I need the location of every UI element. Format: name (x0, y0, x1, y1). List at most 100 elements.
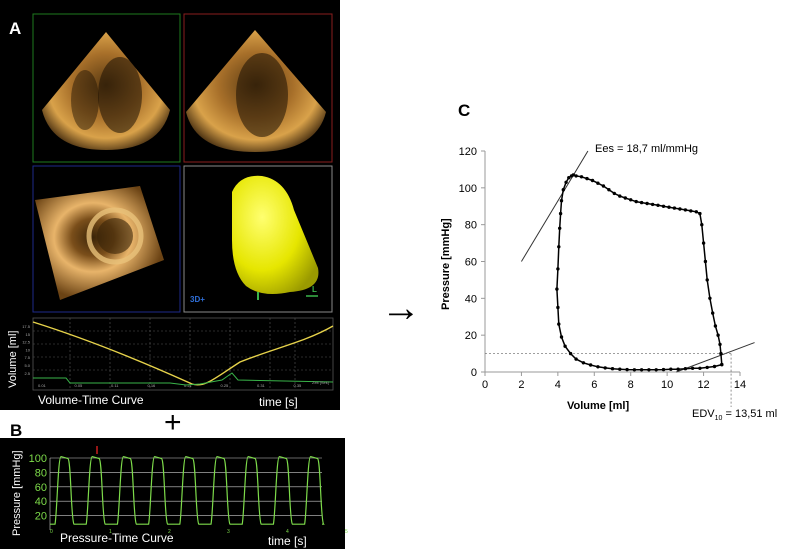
edv-annotation: EDV10 = 13,51 ml (692, 408, 777, 422)
pv-point (590, 178, 595, 183)
pv-point (574, 357, 578, 361)
pv-point (711, 311, 715, 315)
pressure-chart-x-ticks: 0 1 2 3 4 5 (50, 529, 348, 535)
pressure-x-tick: 4 (286, 529, 289, 535)
volume-y-tick: 10 (26, 347, 31, 352)
pv-point (567, 176, 571, 180)
pv-point (700, 223, 704, 227)
pv-point (618, 367, 622, 371)
pressure-caption: Pressure-Time Curve (60, 531, 174, 545)
pv-point (596, 181, 600, 185)
pv-point (564, 180, 568, 184)
pv-x-tick-label: 4 (555, 379, 561, 391)
echo-short-axis-cavity (97, 218, 133, 254)
pv-point (556, 267, 560, 271)
pv-point (678, 207, 682, 211)
pv-point (672, 206, 677, 210)
pv-point (694, 210, 698, 214)
pv-point (558, 211, 563, 216)
quad-bottom-right-frame (183, 165, 333, 313)
pv-y-tick-label: 40 (465, 293, 477, 305)
pv-point (610, 367, 615, 371)
echo-short-axis-ring (86, 207, 144, 265)
pv-point (557, 245, 561, 249)
pv-point (568, 351, 573, 356)
volume-x-tick: 0.21 (184, 383, 193, 388)
ees-annotation: Ees = 18,7 ml/mmHg (595, 143, 698, 155)
plus-sign: + (164, 406, 182, 439)
pv-loop-points (555, 173, 724, 372)
pv-point (690, 366, 695, 370)
echo-cavity-3 (236, 53, 288, 137)
pv-point (596, 365, 600, 369)
pv-point (713, 324, 718, 328)
volume-y-label: Volume [ml] (7, 331, 19, 388)
pv-point (556, 305, 560, 310)
pv-point (559, 199, 564, 203)
pv-point (645, 201, 649, 206)
quad-top-left-frame (32, 13, 181, 163)
pressure-y-tick: 100 (29, 453, 47, 465)
pv-point (601, 184, 606, 188)
pv-x-axis-label: Volume [ml] (567, 400, 629, 412)
pv-point (718, 342, 722, 347)
volume-chart-grid (33, 318, 333, 390)
pv-point (612, 191, 616, 196)
pv-y-tick-label: 0 (471, 367, 477, 379)
pv-point (669, 367, 673, 371)
ees-line (521, 150, 589, 262)
echo-cavity-2 (71, 70, 99, 130)
pv-y-ticks: 0 20 40 60 80 100 120 (459, 146, 485, 379)
arrow-right: → (381, 286, 421, 330)
echo-cavity-1 (98, 57, 142, 133)
pv-point (571, 173, 575, 177)
pv-point (559, 335, 564, 339)
pv-point (623, 196, 627, 200)
pv-point (661, 367, 666, 372)
ecg-curve (33, 372, 334, 386)
pv-point (719, 351, 723, 356)
pv-point (698, 366, 702, 370)
pv-point (607, 188, 611, 192)
pv-point (701, 241, 706, 245)
pv-point (689, 209, 693, 213)
pressure-chart-y-ticks: 100 80 60 40 20 (29, 453, 47, 523)
pv-point (632, 368, 637, 372)
panel-a-graphics: 3D+ L 17.5 15 12.5 10 7.5 5.0 2.5 0.01 0.05 0.11… (7, 13, 334, 409)
pv-point (705, 365, 709, 370)
pv-y-tick-label: 120 (459, 146, 477, 158)
pv-point (585, 176, 589, 181)
pressure-x-tick: 0 (50, 529, 53, 535)
volume-y-tick: 12.5 (22, 340, 31, 345)
pv-point (720, 362, 724, 367)
volume-y-tick: 2.5 (24, 371, 30, 376)
pv-point (618, 194, 622, 198)
edv-subscript: 10 (715, 415, 723, 422)
panel-a-echo: 3D+ L 17.5 15 12.5 10 7.5 5.0 2.5 0.01 0.05 0.11… (0, 0, 340, 410)
pv-point (705, 278, 709, 282)
pressure-y-tick: 40 (35, 496, 47, 508)
quad-top-right-frame (183, 13, 333, 163)
pressure-curve (50, 455, 325, 525)
badge-3d: 3D+ (190, 295, 205, 304)
volume-caption: Volume-Time Curve (38, 393, 144, 407)
pv-point (557, 322, 561, 326)
label-a: A (9, 19, 22, 38)
volume-chart-x-ticks: 0.01 0.05 0.11 0.16 0.21 0.25 0.31 0.35 (38, 383, 302, 388)
volume-y-tick: 15 (26, 332, 31, 337)
volume-x-tick: 0.01 (38, 383, 47, 388)
pv-point (676, 367, 680, 371)
pv-point (712, 364, 717, 369)
volume-x-tick: 0.35 (294, 383, 303, 388)
pv-x-tick-label: 8 (628, 379, 634, 391)
pv-x-tick-label: 10 (661, 379, 673, 391)
pv-point (561, 188, 565, 192)
panel-b-graphics: 100 80 60 40 20 0 1 2 3 4 5 Pressure [mmHg] Press… (11, 446, 348, 548)
pressure-x-tick: 2 (168, 529, 171, 535)
volume-x-tick: 0.16 (148, 383, 157, 388)
pressure-y-label: Pressure [mmHg] (11, 450, 23, 536)
pv-point (563, 344, 567, 348)
pressure-x-tick: 5 (345, 529, 348, 535)
